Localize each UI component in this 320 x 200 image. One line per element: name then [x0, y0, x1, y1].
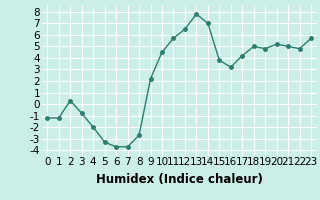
X-axis label: Humidex (Indice chaleur): Humidex (Indice chaleur)	[96, 173, 263, 186]
